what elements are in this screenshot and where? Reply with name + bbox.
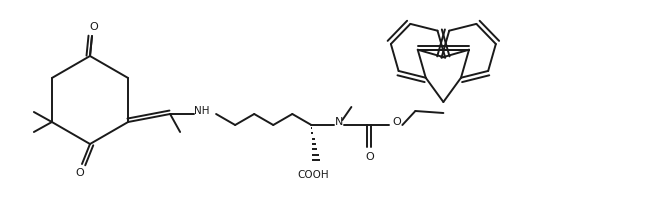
Text: O: O: [365, 152, 374, 162]
Text: COOH: COOH: [297, 170, 329, 180]
Text: O: O: [76, 168, 84, 178]
Text: O: O: [392, 117, 400, 127]
Text: NH: NH: [194, 106, 210, 116]
Text: N: N: [335, 117, 343, 127]
Text: O: O: [89, 22, 98, 32]
